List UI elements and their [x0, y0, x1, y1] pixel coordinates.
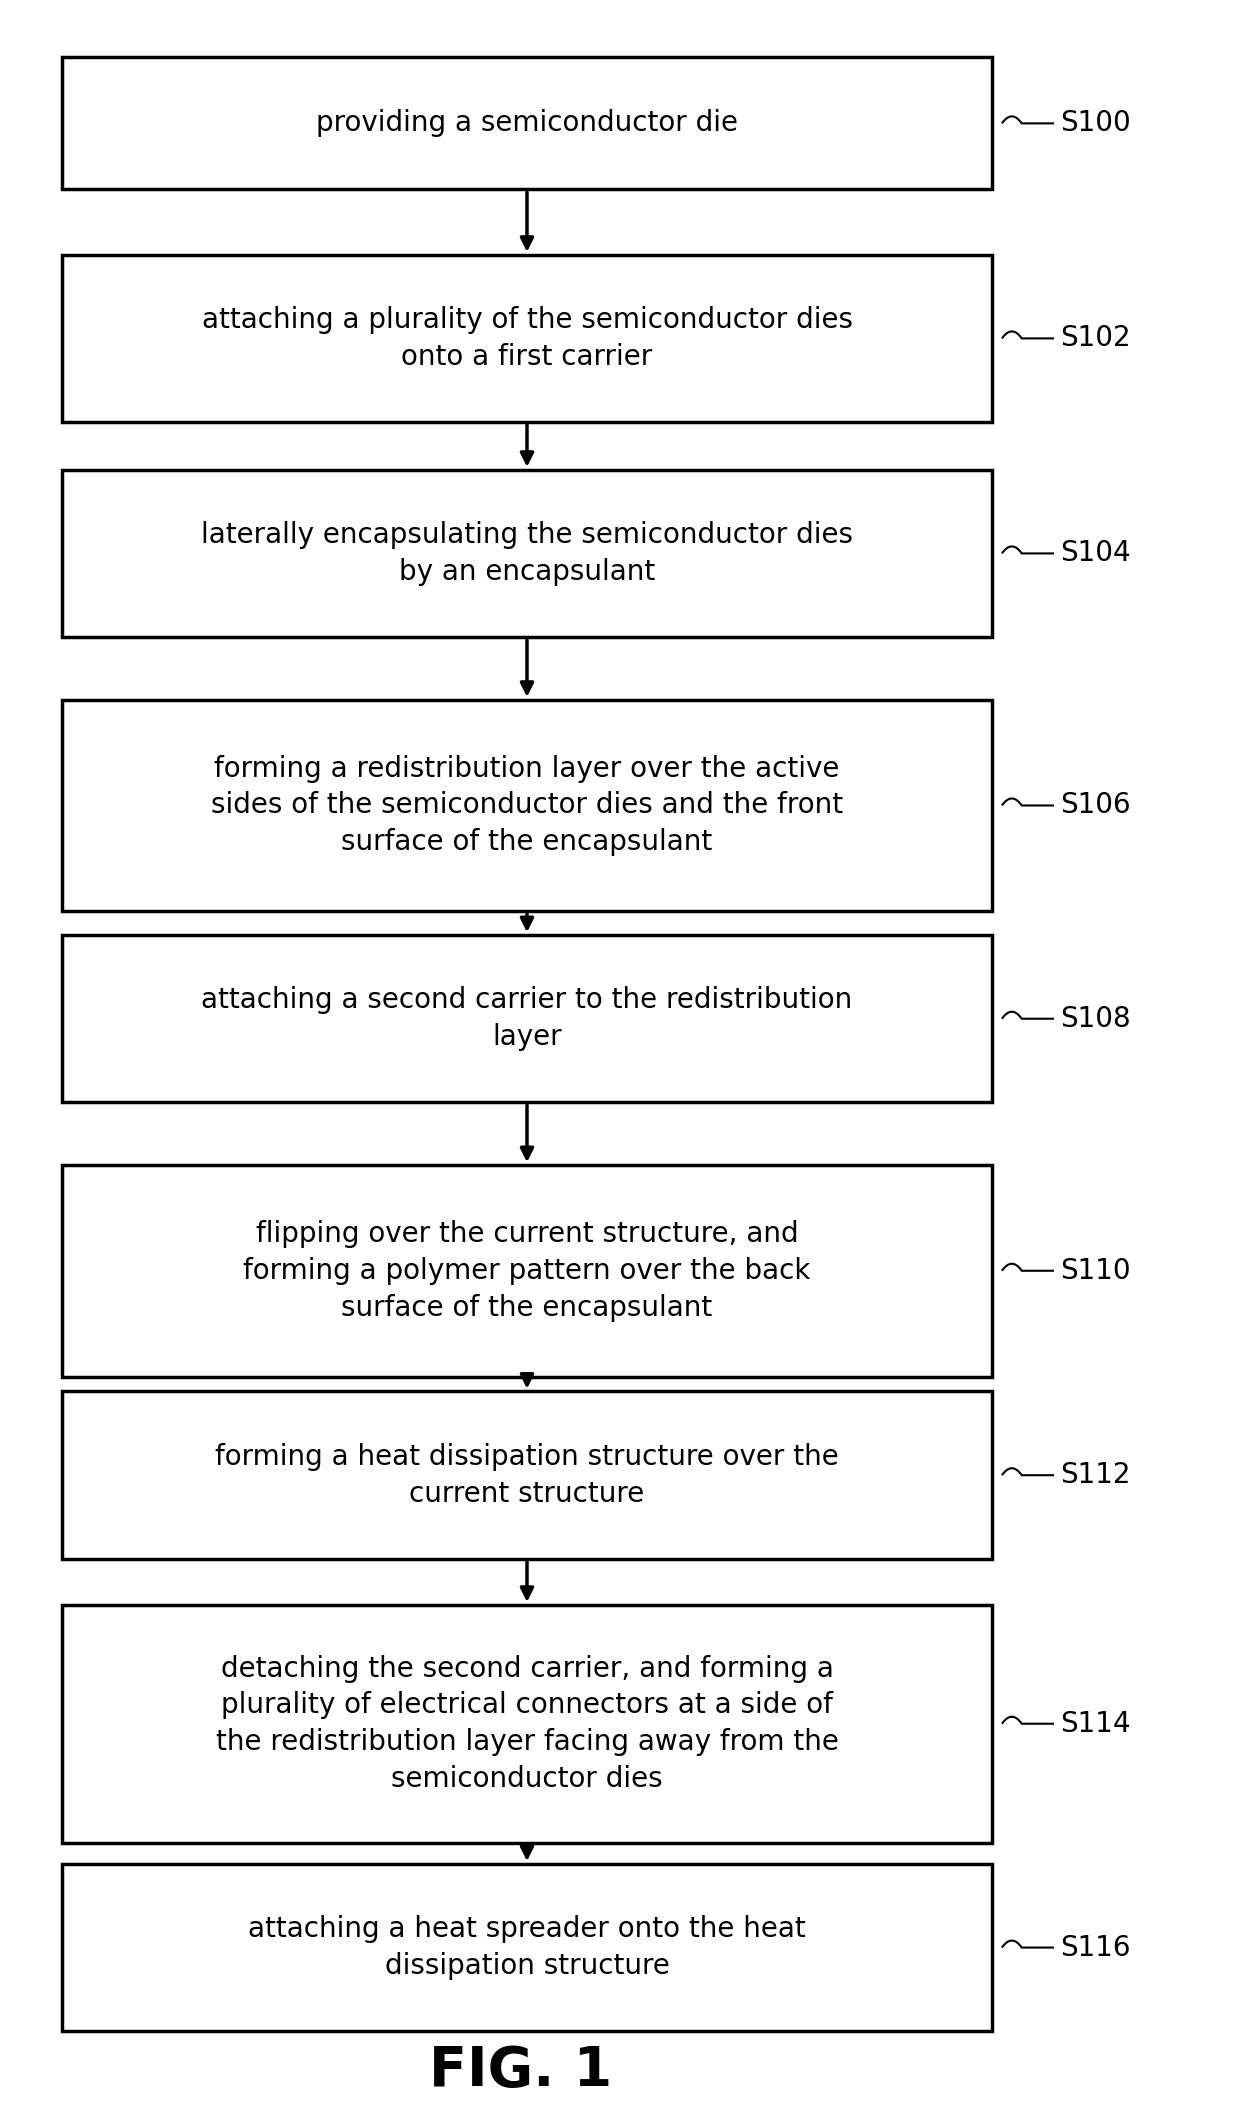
Bar — [62, 935, 992, 1102]
Bar — [62, 470, 992, 637]
Text: S112: S112 — [1060, 1461, 1131, 1489]
Text: flipping over the current structure, and
forming a polymer pattern over the back: flipping over the current structure, and… — [243, 1220, 811, 1322]
Text: S104: S104 — [1060, 539, 1131, 567]
Text: attaching a plurality of the semiconductor dies
onto a first carrier: attaching a plurality of the semiconduct… — [201, 307, 853, 370]
Text: S110: S110 — [1060, 1256, 1131, 1284]
Text: S114: S114 — [1060, 1709, 1131, 1739]
Text: forming a heat dissipation structure over the
current structure: forming a heat dissipation structure ove… — [215, 1442, 839, 1508]
Bar — [62, 1165, 992, 1377]
Text: S100: S100 — [1060, 110, 1131, 137]
Text: providing a semiconductor die: providing a semiconductor die — [316, 110, 738, 137]
Text: S116: S116 — [1060, 1933, 1131, 1961]
Text: detaching the second carrier, and forming a
plurality of electrical connectors a: detaching the second carrier, and formin… — [216, 1654, 838, 1794]
Text: laterally encapsulating the semiconductor dies
by an encapsulant: laterally encapsulating the semiconducto… — [201, 520, 853, 586]
Bar — [62, 254, 992, 423]
Text: S106: S106 — [1060, 791, 1131, 819]
Text: attaching a heat spreader onto the heat
dissipation structure: attaching a heat spreader onto the heat … — [248, 1916, 806, 1980]
Text: attaching a second carrier to the redistribution
layer: attaching a second carrier to the redist… — [201, 986, 853, 1051]
Bar — [62, 1392, 992, 1559]
Bar — [62, 1863, 992, 2030]
Text: S102: S102 — [1060, 324, 1131, 353]
Bar — [62, 700, 992, 912]
Text: forming a redistribution layer over the active
sides of the semiconductor dies a: forming a redistribution layer over the … — [211, 755, 843, 857]
Bar — [62, 1605, 992, 1842]
Bar — [62, 57, 992, 190]
Text: FIG. 1: FIG. 1 — [429, 2043, 613, 2098]
Text: S108: S108 — [1060, 1005, 1131, 1032]
